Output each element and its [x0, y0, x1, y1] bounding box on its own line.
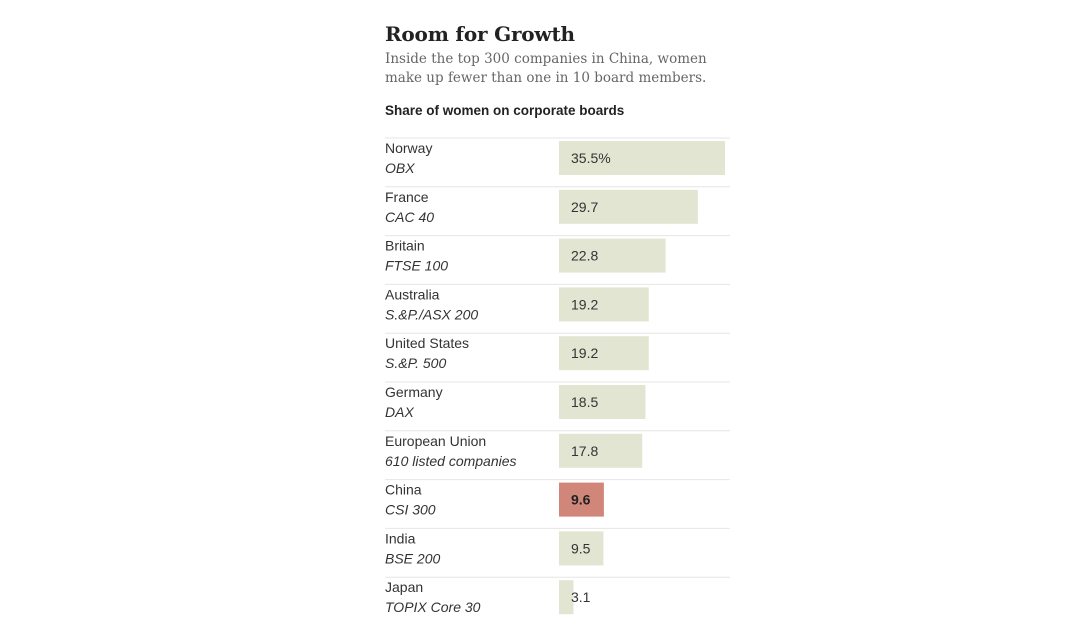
- index-label: S.&P. 500: [385, 355, 446, 371]
- chart-title: Room for Growth: [385, 22, 575, 46]
- bar-value-label: 35.5%: [571, 150, 611, 166]
- index-label: OBX: [385, 160, 415, 176]
- bar: [559, 433, 643, 468]
- category-label: Germany: [385, 384, 443, 400]
- index-label: CSI 300: [385, 502, 436, 518]
- bar-row: France CAC 40 29.7: [385, 186, 730, 225]
- bar: [559, 385, 646, 419]
- category-label: Australia: [385, 286, 440, 302]
- bar: [559, 189, 698, 224]
- bar: [559, 336, 649, 371]
- bar-value-label: 19.2: [571, 345, 598, 361]
- category-label: European Union: [385, 433, 486, 449]
- category-label: France: [385, 189, 429, 205]
- bar-row: European Union 610 listed companies 17.8: [385, 430, 730, 469]
- category-label: Britain: [385, 238, 425, 254]
- bar: [559, 580, 574, 615]
- bar: [559, 141, 725, 175]
- bar-row: China CSI 300 9.6: [385, 479, 730, 518]
- index-label: DAX: [385, 404, 414, 420]
- bar-row: Norway OBX 35.5%: [385, 137, 730, 176]
- category-label: Japan: [385, 579, 423, 595]
- chart-figure: Room for Growth Inside the top 300 compa…: [385, 20, 745, 615]
- bar: [559, 531, 604, 566]
- bar-row: Britain FTSE 100 22.8: [385, 235, 730, 274]
- bar: [559, 238, 666, 273]
- bar-value-label: 29.7: [571, 199, 598, 215]
- category-label: Norway: [385, 140, 432, 156]
- bar-row: Japan TOPIX Core 30 3.1: [385, 576, 730, 615]
- chart-subtitle: Inside the top 300 companies in China, w…: [385, 51, 707, 86]
- index-label: CAC 40: [385, 209, 434, 225]
- bar-value-label: 3.1: [571, 589, 591, 605]
- category-label: United States: [385, 335, 469, 351]
- chart-measure-label: Share of women on corporate boards: [385, 103, 625, 118]
- bar-row: India BSE 200 9.5: [385, 527, 730, 566]
- bar: [559, 287, 649, 322]
- bar-value-label: 9.5: [571, 540, 591, 556]
- index-label: S.&P./ASX 200: [385, 306, 478, 322]
- bar-row: Australia S.&P./ASX 200 19.2: [385, 283, 730, 322]
- bar-row: Germany DAX 18.5: [385, 381, 730, 420]
- bar-value-label: 18.5: [571, 394, 598, 410]
- bar-chart: Norway OBX 35.5% France CAC 40 29.7 Britain FTS…: [385, 137, 730, 615]
- bar-value-label: 19.2: [571, 296, 598, 312]
- category-label: China: [385, 482, 422, 498]
- bar-value-label: 17.8: [571, 443, 598, 459]
- index-label: TOPIX Core 30: [385, 599, 481, 615]
- bar-highlight: [559, 482, 604, 517]
- index-label: 610 listed companies: [385, 453, 517, 469]
- category-label: India: [385, 530, 416, 546]
- bar-value-label: 9.6: [571, 492, 591, 508]
- index-label: FTSE 100: [385, 258, 448, 274]
- index-label: BSE 200: [385, 550, 440, 566]
- bar-value-label: 22.8: [571, 248, 598, 264]
- bar-row: United States S.&P. 500 19.2: [385, 332, 730, 371]
